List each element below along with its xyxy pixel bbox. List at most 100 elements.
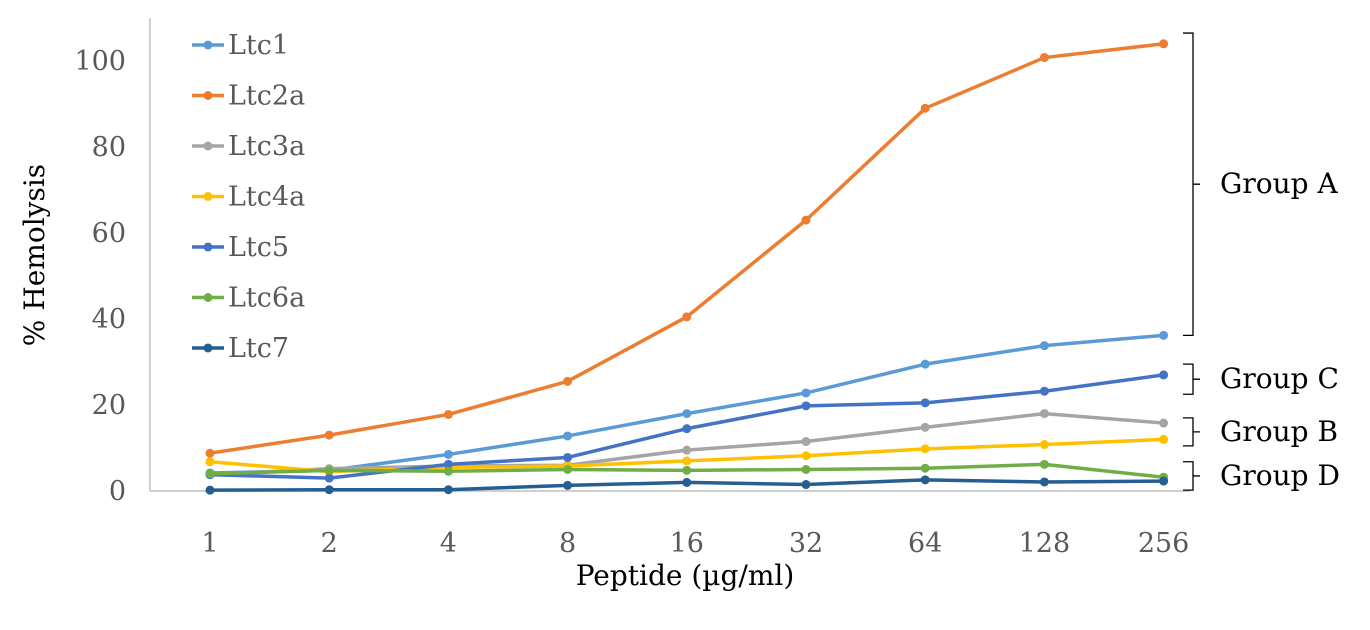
legend-label: Ltc4a	[228, 182, 305, 213]
data-point	[563, 376, 573, 386]
y-tick-label: 80	[92, 132, 126, 163]
group-label: Group A	[1220, 167, 1338, 200]
data-point	[682, 465, 692, 475]
data-point	[563, 452, 573, 462]
x-tick-label: 2	[321, 528, 338, 559]
group-annotation-group-d: Group D	[1183, 459, 1340, 492]
group-label: Group D	[1220, 459, 1340, 492]
legend-item-ltc4a: Ltc4a	[192, 182, 305, 213]
group-annotations: Group A Group C Group B Group D	[1183, 32, 1340, 492]
legend-swatch-marker	[203, 91, 213, 100]
legend-item-ltc5: Ltc5	[192, 232, 289, 263]
data-point	[324, 473, 334, 483]
legend-item-ltc2a: Ltc2a	[192, 81, 305, 112]
y-tick-label: 60	[92, 218, 126, 249]
data-point	[682, 424, 692, 434]
group-annotation-group-a: Group A	[1183, 32, 1338, 336]
data-point	[1159, 330, 1169, 340]
y-tick-label: 20	[92, 390, 126, 421]
legend-item-ltc1: Ltc1	[192, 30, 289, 61]
x-tick-label: 64	[908, 528, 942, 559]
x-tick-label: 16	[670, 528, 704, 559]
group-bracket	[1183, 461, 1200, 491]
data-point	[920, 444, 930, 454]
group-label: Group C	[1220, 362, 1339, 395]
group-bracket	[1183, 417, 1200, 447]
group-bracket	[1183, 32, 1200, 336]
data-point	[1159, 370, 1169, 380]
data-point	[682, 445, 692, 455]
data-point	[920, 475, 930, 485]
data-point	[682, 409, 692, 419]
legend-label: Ltc7	[228, 333, 289, 364]
data-point	[443, 485, 453, 495]
data-point	[443, 449, 453, 459]
y-tick-label: 0	[109, 476, 126, 507]
data-point	[801, 451, 811, 461]
series-line	[208, 42, 1166, 455]
data-point	[1039, 341, 1049, 351]
data-point	[801, 401, 811, 411]
group-bracket	[1183, 363, 1200, 395]
data-point	[1039, 459, 1049, 469]
data-point	[1159, 476, 1169, 486]
data-point	[1159, 39, 1169, 49]
legend-swatch-marker	[203, 293, 213, 302]
data-point	[324, 430, 334, 440]
data-point	[563, 480, 573, 490]
data-point	[324, 485, 334, 495]
data-point	[205, 485, 215, 495]
data-point	[443, 466, 453, 476]
legend-item-ltc3a: Ltc3a	[192, 131, 305, 162]
legend-swatch-marker	[203, 242, 213, 252]
legend-swatch-marker	[203, 141, 213, 151]
data-point	[1039, 409, 1049, 419]
x-tick-label: 4	[440, 528, 457, 559]
data-point	[1159, 434, 1169, 444]
group-annotation-group-c: Group C	[1183, 362, 1339, 395]
data-point	[205, 448, 215, 458]
data-point	[920, 463, 930, 473]
y-axis-title: % Hemolysis	[18, 164, 51, 346]
y-tick-label: 40	[92, 304, 126, 335]
data-point	[801, 388, 811, 398]
data-point	[1039, 386, 1049, 396]
data-point	[801, 215, 811, 225]
x-tick-label: 128	[1019, 528, 1071, 559]
data-point	[801, 437, 811, 447]
legend-item-ltc6a: Ltc6a	[192, 283, 305, 314]
legend-swatch-marker	[203, 343, 213, 353]
data-point	[801, 480, 811, 490]
data-point	[205, 457, 215, 467]
legend-swatch-marker	[203, 192, 213, 201]
x-tick-label: 8	[559, 528, 576, 559]
x-axis-title: Peptide (µg/ml)	[576, 559, 795, 592]
data-point	[1039, 440, 1049, 450]
data-point	[563, 465, 573, 474]
data-point	[563, 431, 573, 441]
y-tick-label: 100	[74, 46, 126, 77]
legend-label: Ltc5	[228, 232, 289, 263]
data-point	[324, 465, 334, 475]
legend-label: Ltc3a	[228, 131, 305, 162]
legend: Ltc1 Ltc2a Ltc3a Ltc4a Ltc5 Ltc6a Ltc7	[192, 30, 305, 364]
data-point	[920, 398, 930, 408]
data-point	[1039, 477, 1049, 487]
data-point	[920, 422, 930, 432]
legend-swatch-marker	[203, 40, 213, 50]
data-point	[920, 103, 930, 113]
legend-item-ltc7: Ltc7	[192, 333, 289, 364]
series-ltc7	[205, 475, 1169, 495]
series-lines-group	[205, 39, 1169, 495]
x-tick-label: 1	[201, 528, 218, 559]
x-tick-label: 32	[789, 528, 823, 559]
data-point	[1159, 418, 1169, 428]
legend-label: Ltc1	[228, 30, 289, 61]
data-point	[682, 456, 692, 466]
group-label: Group B	[1220, 415, 1338, 448]
data-point	[920, 359, 930, 369]
x-tick-label: 256	[1138, 528, 1190, 559]
data-point	[443, 459, 453, 469]
